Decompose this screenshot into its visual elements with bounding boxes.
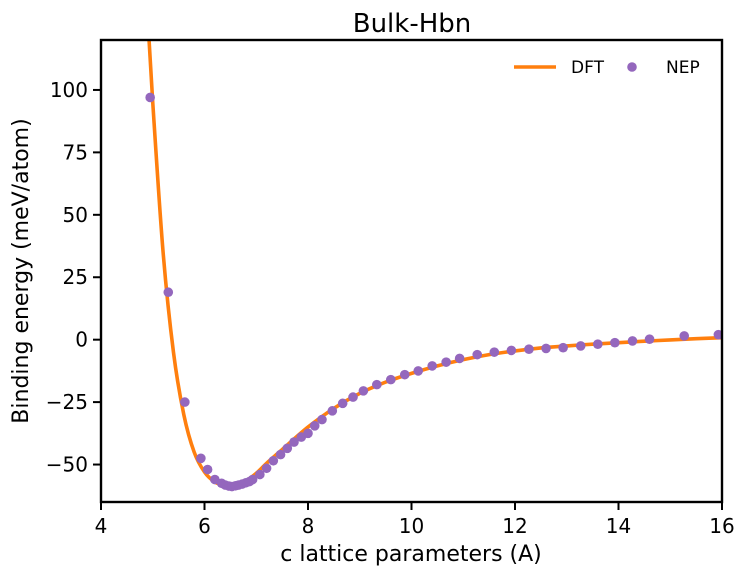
- data-point-nep: [575, 341, 586, 351]
- legend: DFT NEP: [514, 58, 700, 78]
- y-tick-label: 25: [63, 265, 88, 289]
- data-point-nep: [247, 474, 258, 485]
- x-tick-label: 10: [399, 514, 424, 538]
- data-point-nep: [610, 337, 620, 348]
- data-point-nep: [275, 449, 286, 460]
- y-tick-label: 50: [63, 203, 88, 227]
- y-tick-label: 75: [63, 140, 88, 164]
- data-point-nep: [454, 353, 465, 364]
- data-point-nep: [644, 334, 655, 344]
- data-point-nep: [196, 453, 206, 464]
- data-point-nep: [541, 343, 551, 354]
- data-point-nep: [713, 329, 722, 340]
- legend-label: NEP: [666, 58, 700, 78]
- data-point-nep: [413, 366, 424, 376]
- plot-area: [145, 40, 722, 492]
- axis-ticks: 4 6 8 10 12 14 16 −50 −25 0 25 50 75 100: [46, 78, 735, 538]
- data-point-nep: [180, 397, 190, 407]
- legend-label: DFT: [571, 58, 605, 78]
- x-tick-label: 4: [95, 514, 108, 538]
- data-point-nep: [255, 469, 265, 480]
- x-axis-label: c lattice parameters (A): [280, 542, 542, 567]
- x-tick-label: 6: [198, 514, 211, 538]
- data-point-nep: [337, 398, 348, 409]
- data-point-nep: [506, 345, 517, 356]
- data-point-nep: [386, 374, 396, 385]
- data-point-nep: [261, 463, 272, 474]
- data-point-nep: [309, 421, 320, 431]
- data-point-nep: [558, 342, 568, 353]
- series-line-dft: [147, 40, 722, 488]
- x-tick-label: 8: [302, 514, 315, 538]
- data-point-nep: [348, 392, 358, 402]
- data-point-nep: [679, 331, 690, 341]
- y-tick-label: −25: [46, 390, 88, 414]
- data-point-nep: [289, 437, 299, 447]
- chart-title: Bulk-Hbn: [353, 9, 472, 39]
- data-point-nep: [282, 443, 293, 454]
- data-point-nep: [399, 369, 410, 380]
- legend-dot-marker: [627, 62, 637, 72]
- x-tick-label: 14: [606, 514, 631, 538]
- data-point-nep: [303, 428, 313, 439]
- data-point-nep: [627, 336, 638, 346]
- data-point-nep: [427, 361, 438, 371]
- plot-frame: [99, 38, 724, 504]
- data-point-nep: [524, 344, 534, 354]
- data-point-nep: [593, 339, 603, 349]
- x-tick-label: 16: [709, 514, 734, 538]
- data-point-nep: [472, 349, 483, 360]
- data-point-nep: [145, 92, 155, 103]
- y-tick-label: −50: [46, 453, 88, 477]
- y-tick-label: 100: [50, 78, 88, 102]
- data-point-nep: [372, 379, 382, 390]
- y-tick-label: 0: [75, 328, 88, 352]
- x-tick-label: 12: [502, 514, 527, 538]
- data-point-nep: [358, 386, 369, 396]
- data-point-nep: [489, 347, 500, 357]
- data-point-nep: [441, 357, 451, 367]
- data-point-nep: [268, 455, 279, 466]
- data-point-nep: [317, 414, 327, 425]
- data-point-nep: [163, 287, 174, 298]
- y-axis-label: Binding energy (meV/atom): [9, 118, 34, 423]
- data-point-nep: [327, 406, 338, 416]
- data-point-nep: [202, 464, 213, 475]
